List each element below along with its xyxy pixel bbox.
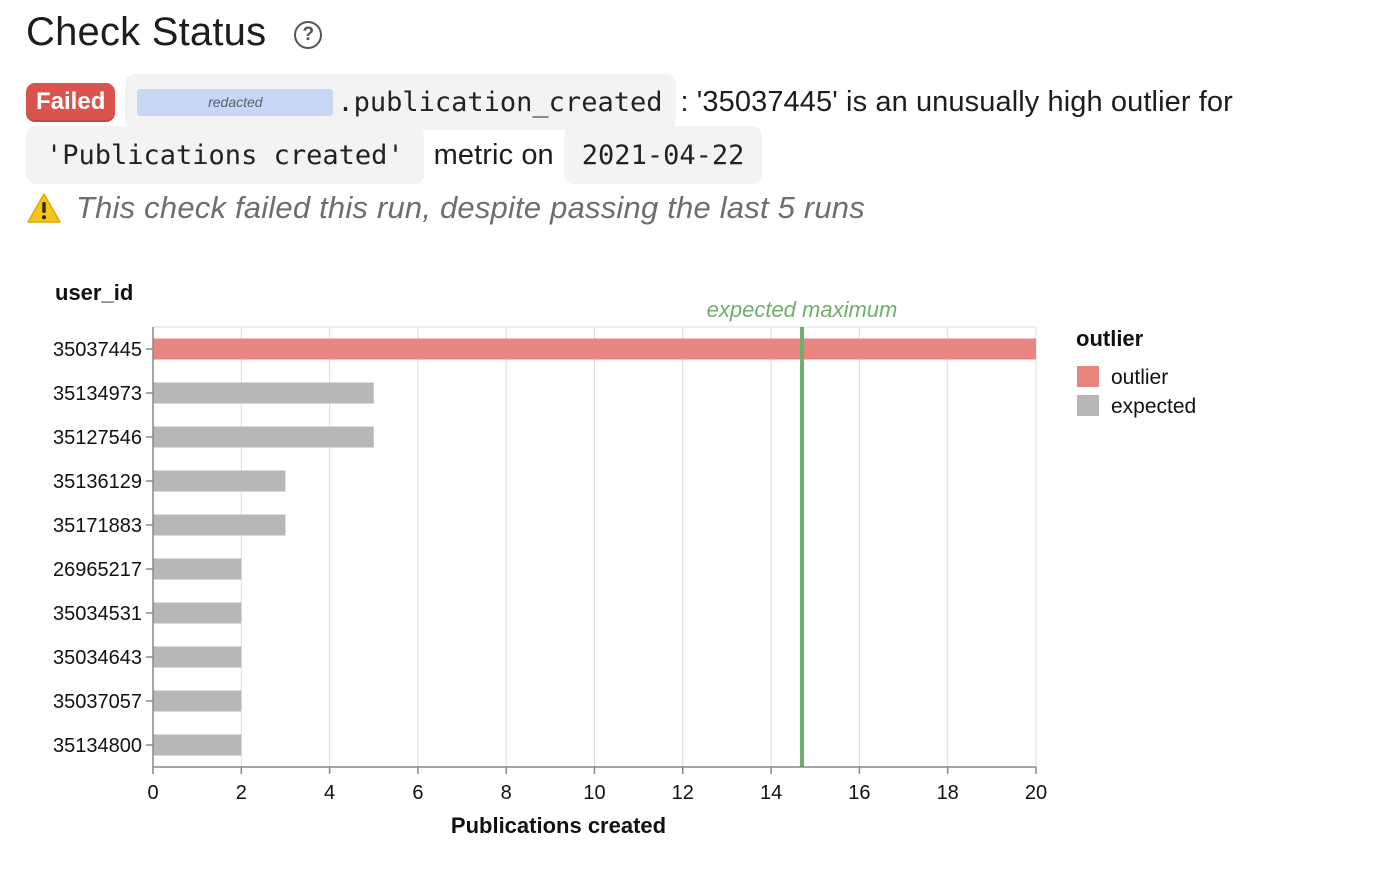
title-row: Check Status ? [26,6,323,58]
legend-swatch-expected [1077,395,1099,416]
bar-35034531 [153,602,242,624]
x-tick-label: 8 [501,782,512,804]
legend-title: outlier [1076,326,1144,351]
x-tick-label: 4 [324,782,335,804]
y-tick-label: 35037057 [53,691,142,713]
y-tick-label: 35171883 [53,515,142,537]
status-message-line-2: 'Publications created' metric on 2021-04… [26,126,763,184]
y-tick-label: 35037445 [53,339,142,361]
bar-35037445 [153,338,1036,360]
y-tick-label: 35034531 [53,603,142,625]
y-tick-label: 35134973 [53,383,142,405]
status-message-line-1: Failed redacted .publication_created : '… [26,74,1233,130]
warning-triangle-icon [27,193,61,223]
status-message-part1: : '35037445' is an unusually high outlie… [680,85,1233,118]
bar-26965217 [153,558,242,580]
date-chip: 2021-04-22 [563,126,763,184]
expected-maximum-label: expected maximum [707,297,898,322]
outlier-bar-chart: expected maximum 35037445 35134973 35127546… [53,280,1196,838]
bar-35134973 [153,382,374,404]
field-name: .publication_created [337,86,663,118]
x-tick-label: 18 [937,782,959,804]
bar-35034643 [153,646,242,668]
x-tick-label: 0 [147,782,158,804]
x-tick-label: 16 [848,782,870,804]
bar-35134800 [153,734,242,756]
page-title: Check Status [26,9,267,54]
y-tick-label: 26965217 [53,559,142,581]
y-tick-label: 35134800 [53,735,142,757]
y-tick-label: 35127546 [53,427,142,449]
x-tick-label: 20 [1025,782,1047,804]
y-axis-title: user_id [55,280,133,305]
x-tick-label: 6 [412,782,423,804]
warning-row: This check failed this run, despite pass… [26,188,865,228]
x-axis-title: Publications created [451,813,666,838]
bar-35127546 [153,426,374,448]
x-tick-label: 12 [672,782,694,804]
metric-name-chip: 'Publications created' [26,126,424,184]
legend-label-outlier: outlier [1111,366,1168,389]
y-tick-label: 35136129 [53,471,142,493]
bar-35037057 [153,690,242,712]
y-tick-label: 35034643 [53,647,142,669]
field-chip: redacted .publication_created [125,74,677,130]
bar-35136129 [153,470,286,492]
bar-35171883 [153,514,286,536]
warning-text: This check failed this run, despite pass… [76,190,865,225]
status-message-part2: metric on [433,138,554,171]
x-tick-label: 10 [583,782,605,804]
status-badge: Failed [26,82,116,122]
x-tick-label: 14 [760,782,782,804]
question-circle-icon[interactable]: ? [294,21,323,49]
redacted-block: redacted [137,88,334,116]
legend-label-expected: expected [1111,395,1196,418]
legend-swatch-outlier [1077,366,1099,387]
x-tick-label: 2 [236,782,247,804]
